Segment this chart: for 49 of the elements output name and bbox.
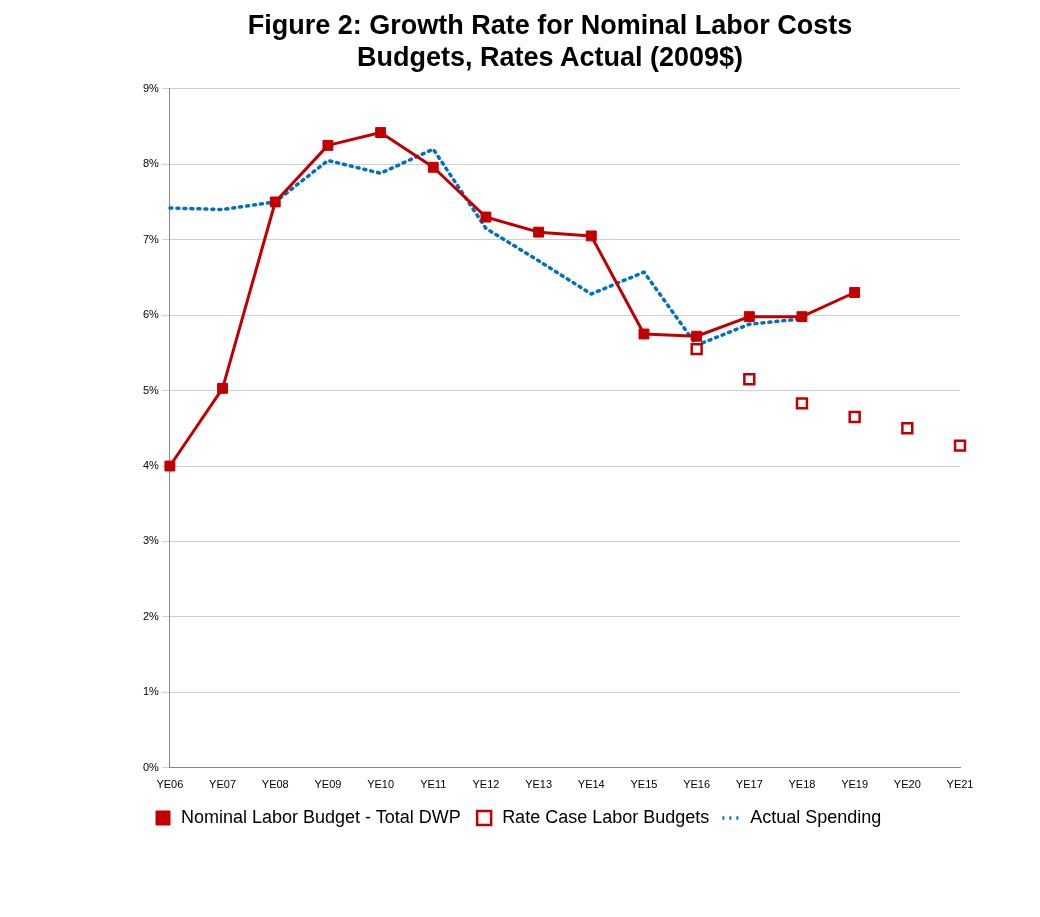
y-tick-label: 9%	[142, 81, 160, 94]
point	[795, 397, 809, 410]
x-tick-label: YE15	[630, 778, 658, 791]
point	[848, 410, 861, 424]
point	[690, 342, 703, 356]
x-tick-label: YE21	[946, 778, 974, 791]
legend-label: Nominal Labor Budget - Total DWP	[181, 806, 461, 827]
y-tick-label: 4%	[142, 459, 160, 472]
x-tick-label: YE10	[367, 778, 395, 791]
legend-label: Actual Spending	[750, 806, 882, 827]
x-tick-label: YE07	[209, 778, 237, 791]
x-tick-label: YE13	[525, 778, 553, 791]
point	[375, 127, 387, 139]
point	[585, 230, 597, 242]
y-tick-label: 1%	[142, 685, 160, 698]
y-tick-label: 5%	[142, 383, 160, 396]
y-tick-label: 3%	[142, 534, 160, 547]
chart-title: Figure 2: Growth Rate for Nominal Labor Costs Budgets, Rates Actual (2009$)	[247, 9, 853, 73]
point	[217, 382, 229, 394]
point	[849, 287, 861, 298]
y-tick-label: 6%	[142, 308, 160, 321]
point	[269, 196, 281, 208]
x-tick-label: YE18	[788, 778, 816, 791]
y-tick-label: 0%	[142, 760, 160, 773]
point	[953, 439, 967, 452]
point	[743, 373, 756, 386]
x-tick-label: YE11	[420, 778, 447, 791]
y-tick-label: 8%	[142, 157, 160, 170]
point	[691, 330, 703, 342]
point	[480, 211, 492, 223]
point	[322, 139, 334, 151]
x-tick-label: YE20	[893, 778, 921, 791]
y-tick-label: 2%	[142, 609, 160, 622]
x-tick-label: YE17	[735, 778, 763, 791]
x-tick-label: YE06	[156, 778, 184, 791]
x-tick-label: YE09	[314, 778, 342, 791]
legend-label: Rate Case Labor Budgets	[502, 806, 710, 827]
point	[638, 328, 650, 340]
y-tick-label: 7%	[142, 232, 160, 245]
point	[533, 226, 545, 238]
x-tick-label: YE12	[472, 778, 500, 791]
point	[796, 311, 808, 323]
x-tick-label: YE16	[683, 778, 711, 791]
point	[901, 422, 914, 435]
point	[427, 161, 439, 173]
point	[743, 311, 755, 323]
x-tick-label: YE08	[261, 778, 289, 791]
x-tick-label: YE19	[841, 778, 869, 791]
x-tick-label: YE14	[577, 778, 605, 791]
